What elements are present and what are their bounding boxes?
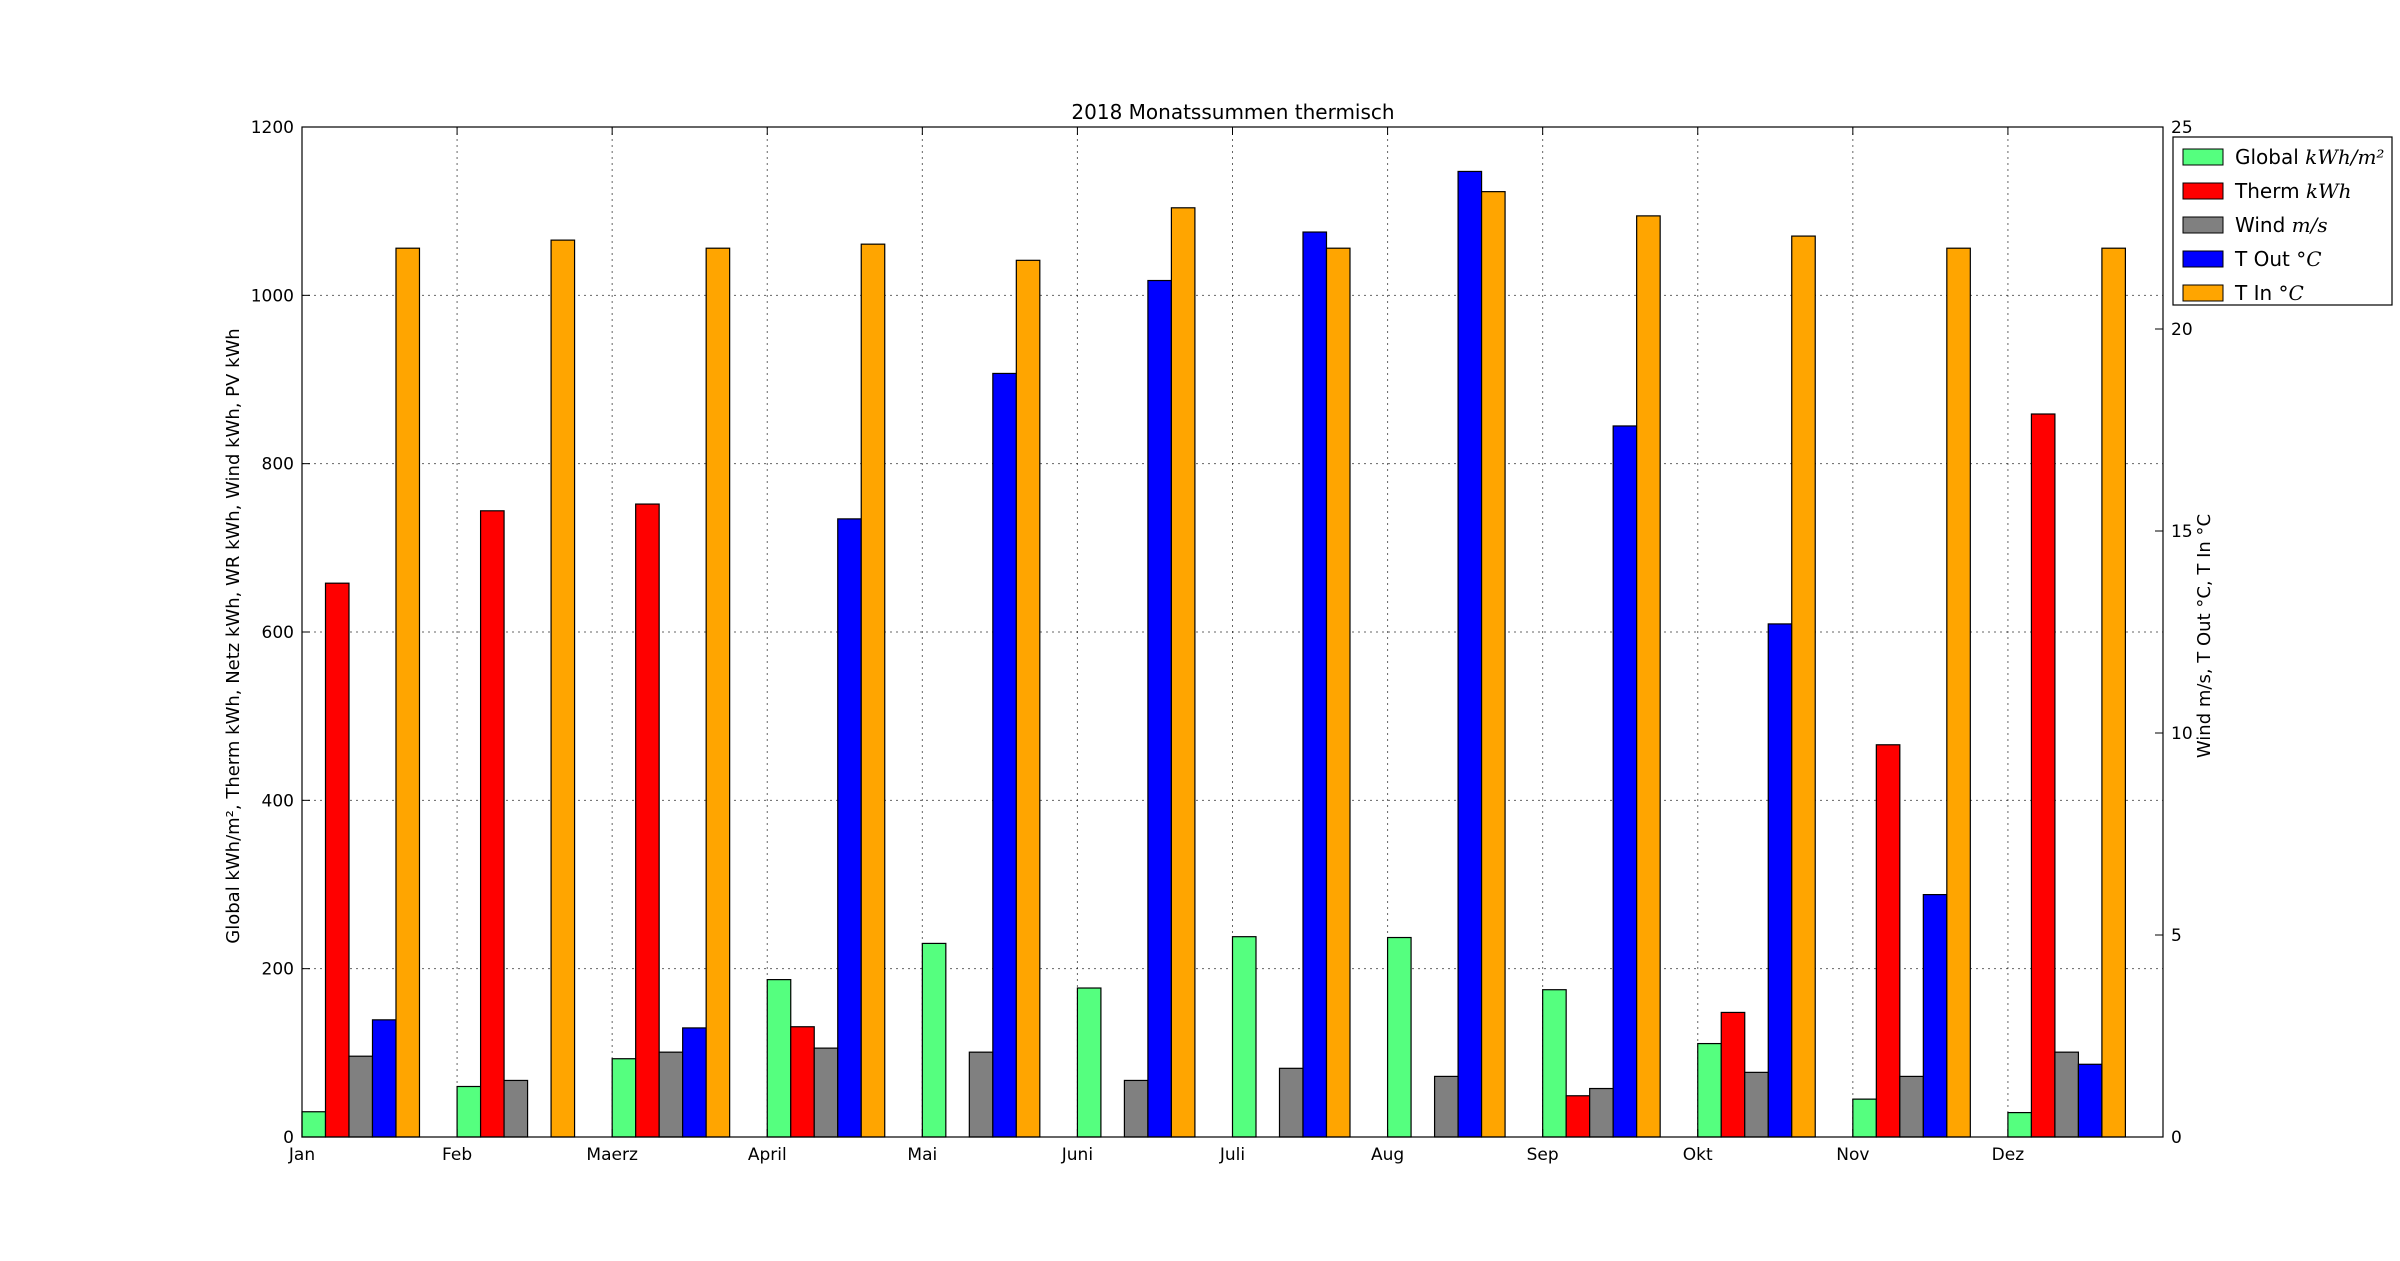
- legend-swatch: [2182, 284, 2224, 302]
- legend-entry: Therm kWh: [2234, 179, 2351, 203]
- bar-t-in-nov: [1946, 247, 1971, 1138]
- y-tick-label-right: 25: [2171, 118, 2193, 138]
- y-axis-label-right: Wind m/s, T Out °C, T In °C: [2194, 514, 2215, 758]
- bar-therm-april: [790, 1026, 815, 1138]
- bar-t-in-juli: [1325, 247, 1351, 1138]
- bar-t-in-aug: [1480, 191, 1506, 1138]
- bar-t-in-mai: [1015, 259, 1041, 1138]
- chart-title: 2018 Monatssummen thermisch: [1071, 100, 1394, 124]
- bar-therm-maerz: [635, 503, 660, 1138]
- legend-swatch: [2182, 148, 2224, 166]
- bar-t-out-dez: [2077, 1063, 2103, 1138]
- bar-wind-okt: [1744, 1071, 1769, 1138]
- bar-therm-sep: [1565, 1095, 1591, 1138]
- bar-global-okt: [1697, 1042, 1722, 1138]
- bar-global-juli: [1231, 936, 1257, 1138]
- x-tick-label: Maerz: [586, 1145, 638, 1165]
- legend-entry: T In °C: [2234, 281, 2304, 305]
- bar-wind-nov: [1899, 1075, 1924, 1138]
- bar-t-out-aug: [1457, 170, 1483, 1138]
- bar-global-april: [766, 979, 792, 1138]
- bar-t-in-dez: [2101, 247, 2127, 1138]
- bar-t-in-april: [860, 243, 886, 1138]
- y-tick-label-left: 400: [262, 791, 294, 811]
- y-tick-label-right: 20: [2171, 320, 2193, 340]
- bar-t-in-juni: [1170, 207, 1196, 1138]
- bar-global-aug: [1386, 936, 1412, 1138]
- bar-t-in-maerz: [705, 247, 731, 1138]
- bar-t-out-sep: [1612, 425, 1638, 1138]
- y-tick-label-left: 1200: [251, 118, 294, 138]
- y-tick-label-right: 0: [2171, 1128, 2182, 1148]
- y-tick-label-left: 0: [283, 1128, 294, 1148]
- bar-therm-dez: [2030, 413, 2056, 1138]
- legend-entry: Global kWh/m²: [2235, 145, 2384, 169]
- y-tick-label-left: 200: [262, 960, 294, 980]
- bar-t-out-mai: [992, 372, 1017, 1138]
- y-tick-label-right: 15: [2171, 522, 2193, 542]
- bar-t-in-jan: [395, 247, 421, 1138]
- bar-t-in-sep: [1636, 215, 1661, 1138]
- bar-t-in-okt: [1791, 235, 1816, 1138]
- bar-wind-maerz: [658, 1051, 684, 1138]
- bar-wind-feb: [503, 1079, 529, 1138]
- bar-wind-dez: [2054, 1051, 2080, 1138]
- bar-t-in-feb: [550, 239, 576, 1138]
- bar-t-out-juli: [1302, 231, 1328, 1138]
- bar-global-sep: [1542, 989, 1567, 1138]
- bar-global-feb: [456, 1085, 482, 1138]
- legend-swatch: [2182, 250, 2224, 268]
- y-tick-label-right: 10: [2171, 724, 2193, 744]
- x-tick-label: Mai: [907, 1145, 937, 1165]
- bar-global-dez: [2007, 1111, 2033, 1138]
- bars: [301, 170, 2127, 1138]
- bar-wind-jan: [348, 1055, 374, 1138]
- x-tick-label: Juni: [1061, 1145, 1093, 1165]
- bar-therm-feb: [479, 510, 505, 1138]
- y-axis-label-left: Global kWh/m², Therm kWh, Netz kWh, WR k…: [223, 328, 244, 943]
- bar-wind-aug: [1433, 1075, 1459, 1138]
- legend: Global kWh/m² Therm kWh Wind m/s T Out °C T …: [2172, 136, 2393, 306]
- bar-wind-april: [813, 1047, 839, 1138]
- bar-wind-juni: [1123, 1079, 1149, 1138]
- x-tick-label: Sep: [1527, 1145, 1559, 1165]
- bar-global-jan: [301, 1111, 327, 1138]
- legend-swatch: [2182, 182, 2224, 200]
- bar-t-out-juni: [1147, 279, 1173, 1138]
- bar-t-out-april: [837, 518, 862, 1138]
- x-tick-label: Dez: [1992, 1145, 2025, 1165]
- x-tick-label: April: [748, 1145, 787, 1165]
- bar-therm-okt: [1720, 1011, 1746, 1138]
- bar-wind-juli: [1278, 1067, 1304, 1138]
- bar-therm-nov: [1875, 744, 1901, 1138]
- x-tick-label: Jan: [288, 1145, 315, 1165]
- legend-entry: Wind m/s: [2235, 213, 2328, 237]
- bar-wind-mai: [968, 1051, 994, 1138]
- bar-t-out-nov: [1922, 893, 1948, 1138]
- bar-t-out-okt: [1767, 623, 1793, 1138]
- bar-t-out-jan: [371, 1019, 397, 1138]
- x-tick-label: Aug: [1371, 1145, 1404, 1165]
- y-tick-label-left: 600: [262, 623, 294, 643]
- legend-swatch: [2182, 216, 2224, 234]
- bar-global-mai: [921, 942, 947, 1138]
- x-tick-label: Okt: [1683, 1145, 1713, 1165]
- bar-therm-jan: [324, 582, 350, 1138]
- bar-global-nov: [1852, 1098, 1877, 1138]
- x-tick-label: Nov: [1836, 1145, 1869, 1165]
- bar-wind-sep: [1589, 1087, 1614, 1138]
- x-tick-label: Feb: [442, 1145, 472, 1165]
- bar-global-juni: [1076, 987, 1102, 1138]
- y-tick-label-left: 800: [262, 455, 294, 475]
- y-tick-label-right: 5: [2171, 926, 2182, 946]
- legend-entry: T Out °C: [2234, 247, 2322, 271]
- bar-global-maerz: [611, 1058, 637, 1138]
- x-tick-label: Juli: [1219, 1145, 1245, 1165]
- bar-t-out-maerz: [682, 1027, 707, 1138]
- axis-ticks: 0 200 400 600 800 1000 1200 0 5 10 15 20 25 Jan Feb Mae…: [251, 118, 2193, 1165]
- y-tick-label-left: 1000: [251, 286, 294, 306]
